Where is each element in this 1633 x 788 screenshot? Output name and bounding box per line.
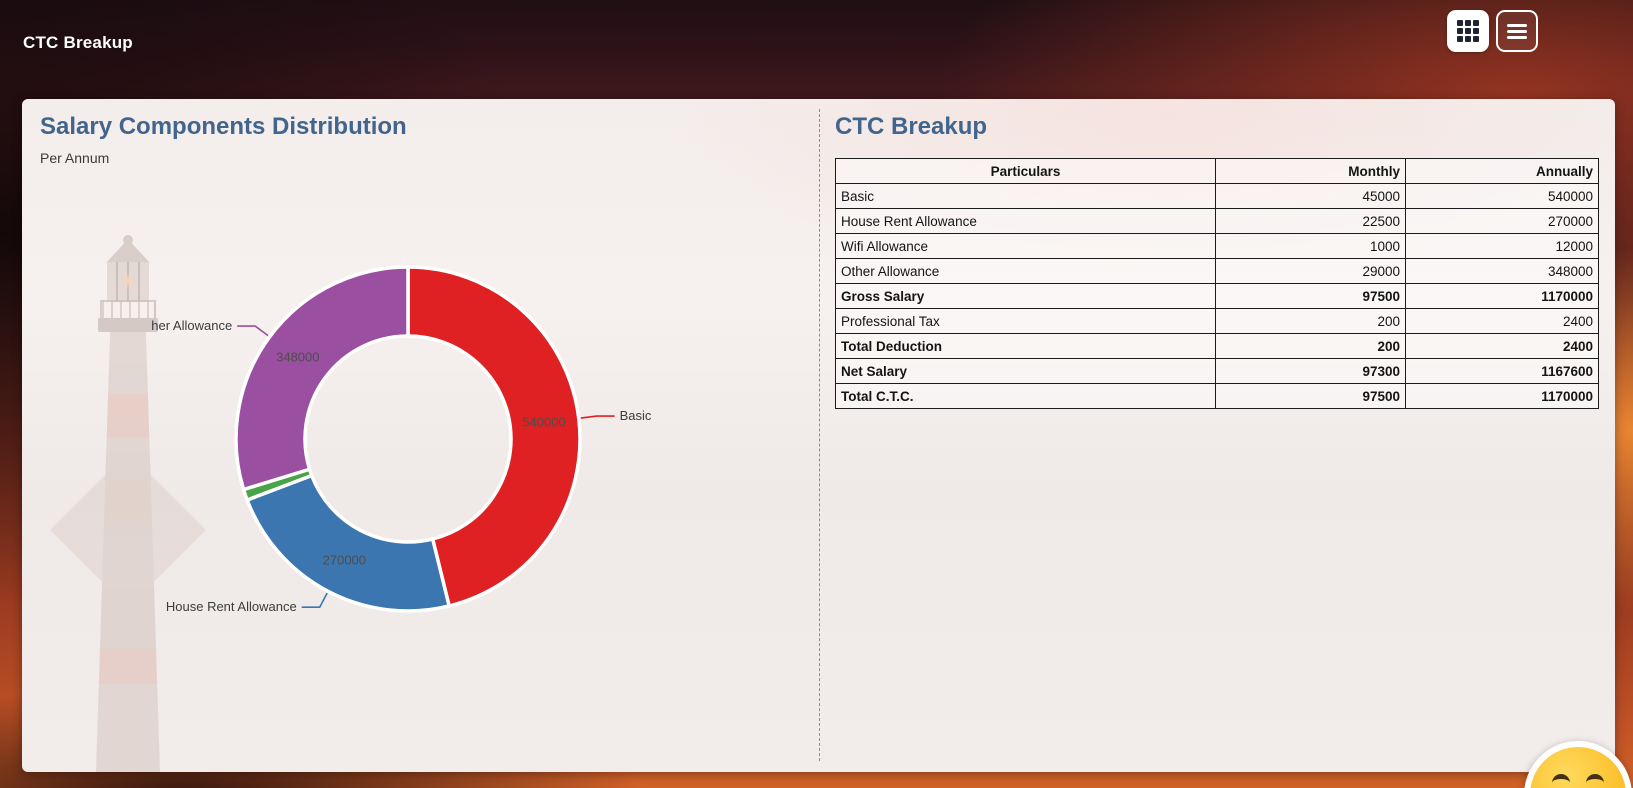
table-cell-annually: 12000 — [1405, 233, 1599, 259]
column-header-annually: Annually — [1405, 158, 1599, 184]
table-cell-monthly: 97500 — [1215, 383, 1406, 409]
column-header-monthly: Monthly — [1215, 158, 1406, 184]
table-header-row: Particulars Monthly Annually — [835, 158, 1599, 184]
table-cell-monthly: 45000 — [1215, 183, 1406, 209]
slice-leader-line — [580, 415, 615, 419]
table-row: Net Salary 97300 1167600 — [835, 358, 1599, 384]
table-cell-annually: 1167600 — [1405, 358, 1599, 384]
slice-outer-label: Basic — [620, 408, 652, 423]
slice-leader-line — [301, 592, 328, 609]
menu-button[interactable] — [1496, 10, 1538, 52]
donut-chart[interactable]: 540000 Basic 270000 House Rent Allowance 348… — [22, 99, 812, 771]
donut-slice-basic[interactable] — [406, 265, 582, 608]
slice-value-label: 270000 — [323, 552, 366, 567]
table-cell-monthly: 97500 — [1215, 283, 1406, 309]
table-row: Total C.T.C. 97500 1170000 — [835, 383, 1599, 409]
table-cell-particulars: Wifi Allowance — [835, 233, 1216, 259]
slice-outer-label: her Allowance — [151, 318, 232, 333]
table-title: CTC Breakup — [835, 113, 988, 140]
table-row: Professional Tax 200 2400 — [835, 308, 1599, 334]
hamburger-icon — [1507, 23, 1527, 39]
table-cell-monthly: 1000 — [1215, 233, 1406, 259]
table-cell-annually: 1170000 — [1405, 283, 1599, 309]
grid-icon — [1457, 20, 1479, 42]
slice-value-label: 348000 — [276, 350, 319, 365]
table-row: Basic 45000 540000 — [835, 183, 1599, 209]
table-row: Other Allowance 29000 348000 — [835, 258, 1599, 284]
table-section: CTC Breakup Particulars Monthly Annually Ba… — [835, 113, 1600, 409]
table-row: Gross Salary 97500 1170000 — [835, 283, 1599, 309]
apps-grid-button[interactable] — [1447, 10, 1489, 52]
donut-slice-house-rent-allowance[interactable] — [245, 473, 451, 613]
table-cell-particulars: Total C.T.C. — [835, 383, 1216, 409]
table-row: Wifi Allowance 1000 12000 — [835, 233, 1599, 259]
table-row: House Rent Allowance 22500 270000 — [835, 208, 1599, 234]
slice-leader-line — [237, 325, 269, 337]
page-title: CTC Breakup — [23, 33, 133, 52]
smiley-eye-icon — [1552, 774, 1570, 788]
table-cell-particulars: Gross Salary — [835, 283, 1216, 309]
table-cell-particulars: Professional Tax — [835, 308, 1216, 334]
table-cell-particulars: Total Deduction — [835, 333, 1216, 359]
donut-slice-other-allowance[interactable] — [234, 265, 410, 492]
table-cell-annually: 348000 — [1405, 258, 1599, 284]
table-cell-annually: 2400 — [1405, 308, 1599, 334]
chart-subtitle: Per Annum — [40, 150, 110, 166]
table-cell-annually: 1170000 — [1405, 383, 1599, 409]
table-cell-monthly: 97300 — [1215, 358, 1406, 384]
table-cell-annually: 540000 — [1405, 183, 1599, 209]
chart-section: Salary Components Distribution Per Annum — [40, 113, 810, 166]
slice-outer-label: House Rent Allowance — [166, 599, 297, 614]
table-cell-particulars: Other Allowance — [835, 258, 1216, 284]
table-cell-monthly: 29000 — [1215, 258, 1406, 284]
table-cell-monthly: 200 — [1215, 308, 1406, 334]
table-cell-annually: 2400 — [1405, 333, 1599, 359]
table-cell-monthly: 200 — [1215, 333, 1406, 359]
slice-value-label: 540000 — [522, 414, 565, 429]
table-row: Total Deduction 200 2400 — [835, 333, 1599, 359]
table-cell-particulars: House Rent Allowance — [835, 208, 1216, 234]
table-cell-annually: 270000 — [1405, 208, 1599, 234]
section-divider — [819, 109, 820, 761]
content-card: Salary Components Distribution Per Annum… — [22, 99, 1615, 772]
top-bar: CTC Breakup — [0, 0, 1633, 99]
column-header-particulars: Particulars — [835, 158, 1216, 184]
smiley-eye-icon — [1586, 774, 1604, 788]
table-cell-particulars: Basic — [835, 183, 1216, 209]
chart-title: Salary Components Distribution — [40, 113, 407, 140]
ctc-table: Particulars Monthly Annually Basic 45000 5400… — [835, 158, 1599, 409]
table-cell-particulars: Net Salary — [835, 358, 1216, 384]
table-cell-monthly: 22500 — [1215, 208, 1406, 234]
